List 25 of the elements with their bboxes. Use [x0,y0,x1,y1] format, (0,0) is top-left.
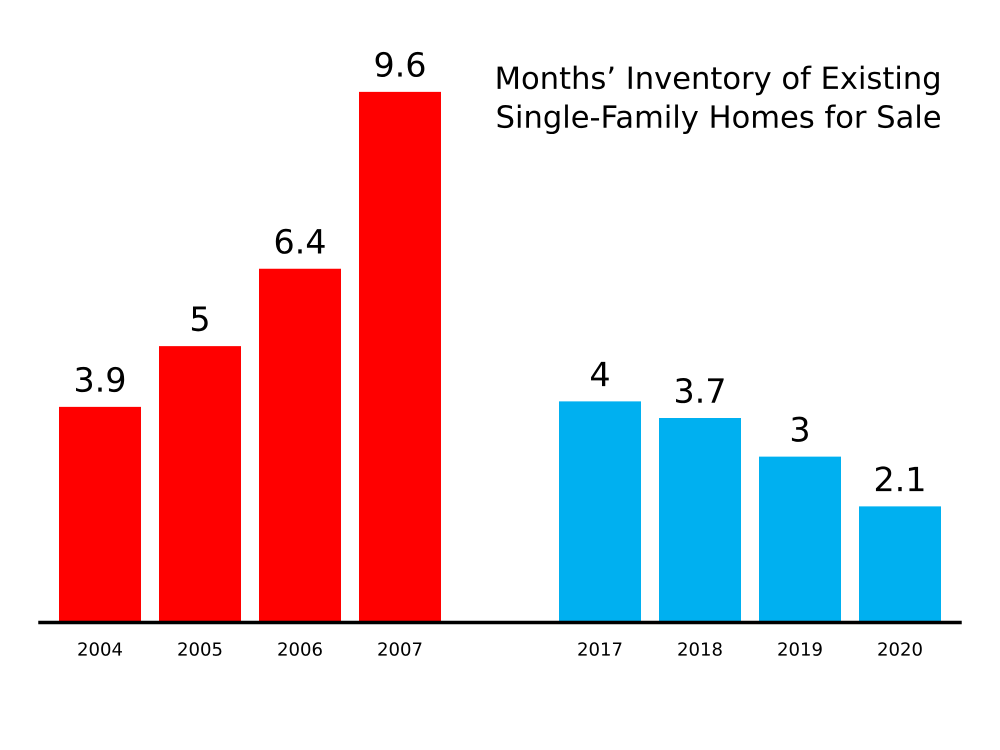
bar [59,406,141,622]
x-tick-label: 2005 [178,642,222,656]
data-label: 3.9 [76,366,124,392]
bar [259,268,341,622]
bar [859,506,941,622]
data-label: 6.4 [276,228,325,254]
data-label: 2.1 [876,466,924,492]
data-label: 4 [591,362,609,386]
data-label: 3.7 [676,378,724,404]
bar [159,346,241,622]
x-tick-label: 2020 [878,642,922,656]
x-tick-label: 2004 [78,642,122,656]
bar [759,456,841,622]
x-tick-label: 2007 [378,642,422,656]
data-label: 3 [792,416,808,442]
bar [559,401,641,622]
bar [659,418,741,622]
chart-title: Months’ Inventory of Existing Single-Family Homes for Sale [498,66,940,134]
data-label: 9.6 [376,52,424,78]
x-tick-label: 2018 [678,642,722,656]
data-label: 5 [192,306,208,332]
x-tick-label: 2006 [278,642,322,656]
x-tick-label: 2019 [778,642,822,656]
x-tick-label: 2017 [578,642,622,656]
bar [359,92,441,622]
